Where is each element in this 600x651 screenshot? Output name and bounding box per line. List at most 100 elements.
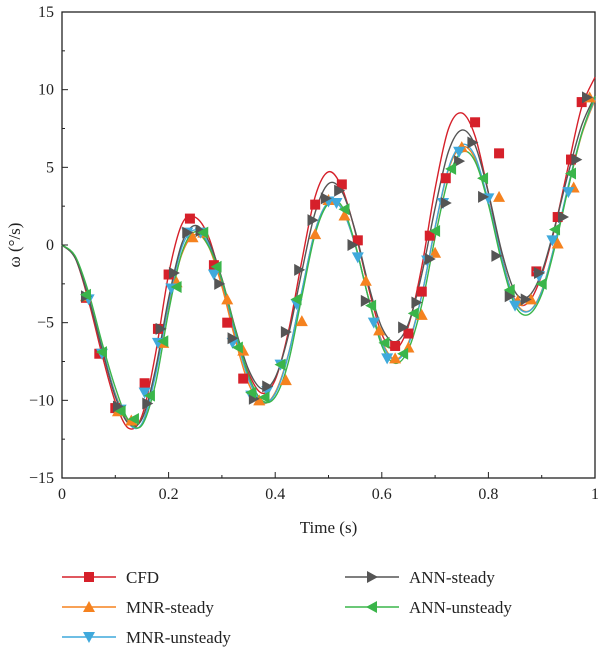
point-mnr-steady [551,237,564,249]
point-ann-unsteady [170,280,182,293]
point-mnr-steady [359,274,372,286]
point-ann-steady [398,321,410,334]
point-mnr-unsteady [207,269,220,281]
point-mnr-unsteady [562,187,575,199]
point-ann-unsteady [95,346,107,359]
series-line-cfd [61,76,596,430]
point-ann-steady [334,184,346,197]
point-cfd [494,148,505,159]
legend-label: CFD [126,568,159,587]
legend-swatch-marker [366,601,377,613]
x-tick-label: 1 [591,486,599,503]
point-ann-steady [360,294,372,307]
legend-label: MNR-steady [126,598,214,617]
point-ann-steady [582,91,594,104]
point-ann-unsteady [397,347,409,360]
point-mnr-steady [493,190,506,202]
x-tick-label: 0.4 [265,486,285,503]
point-ann-steady [534,266,546,279]
x-tick-label: 0.2 [159,486,179,503]
y-tick-label: 15 [38,4,54,21]
axes: 0 0.2 0.4 0.6 0.8 1 −15 −10 −5 0 5 10 15 Time (s) ω (°… [5,4,599,537]
point-cfd [336,179,347,190]
point-mnr-steady [295,315,308,327]
point-ann-unsteady [429,225,441,238]
legend-label: ANN-unsteady [409,598,512,617]
point-ann-steady [262,380,274,393]
x-axis-label: Time (s) [300,518,357,537]
point-ann-unsteady [535,277,547,290]
y-tick-label: −10 [29,392,54,409]
point-ann-unsteady [290,293,302,306]
point-mnr-steady [525,293,538,305]
series-lines [61,76,596,430]
y-tick-label: 10 [38,82,54,99]
point-mnr-unsteady [453,146,466,158]
point-cfd [163,269,174,280]
point-mnr-unsteady [546,235,559,247]
legend-item-mnr-steady: MNR-steady [62,598,214,617]
point-mnr-steady [373,324,386,336]
series-markers [79,91,596,426]
point-mnr-unsteady [367,317,380,329]
point-ann-unsteady [274,358,286,371]
point-cfd [390,340,401,351]
y-tick-label: −5 [37,315,54,332]
point-ann-unsteady [245,386,257,399]
legend-item-ann-steady: ANN-steady [345,568,495,587]
point-ann-steady [411,296,423,309]
legend-item-mnr-unsteady: MNR-unsteady [62,628,231,647]
point-mnr-steady [237,344,250,356]
point-ann-unsteady [157,335,169,348]
y-tick-label: 5 [46,159,54,176]
series-line-ann-steady [61,95,596,427]
point-ann-steady [307,214,319,227]
legend: CFD MNR-steady MNR-unsteady ANN-steady ANN-u… [62,568,512,647]
legend-swatch-marker [84,572,94,582]
point-cfd [416,286,427,297]
series-line-mnr-steady [61,99,596,426]
point-mnr-unsteady [330,198,343,210]
point-ann-unsteady [114,405,126,418]
point-mnr-steady [309,228,322,240]
point-ann-steady [294,263,306,276]
point-ann-steady [280,325,292,338]
point-ann-steady [520,293,532,306]
point-ann-unsteady [503,284,515,297]
point-cfd [184,213,195,224]
point-ann-unsteady [258,391,270,404]
point-ann-steady [182,226,194,239]
legend-label: MNR-unsteady [126,628,231,647]
point-ann-unsteady [231,341,243,354]
point-cfd [440,173,451,184]
point-ann-unsteady [127,412,139,425]
point-mnr-steady [338,209,351,221]
point-mnr-steady [279,374,292,386]
point-mnr-steady [253,394,266,406]
y-tick-label: −15 [29,470,54,487]
point-mnr-unsteady [138,387,151,399]
point-ann-steady [214,277,226,290]
point-ann-steady [142,397,154,410]
x-tick-label: 0 [58,486,66,503]
point-ann-steady [320,192,332,205]
x-tick-label: 0.6 [372,486,392,503]
point-ann-unsteady [477,172,489,185]
legend-item-cfd: CFD [62,568,159,587]
legend-label: ANN-steady [409,568,495,587]
y-tick-label: 0 [46,237,54,254]
point-ann-unsteady [565,167,577,180]
point-mnr-unsteady [351,252,364,264]
point-cfd [424,230,435,241]
y-axis-label: ω (°/s) [5,223,24,268]
point-ann-steady [454,155,466,168]
point-mnr-steady [429,246,442,258]
point-ann-steady [558,211,570,224]
point-ann-unsteady [338,203,350,216]
point-ann-steady [491,249,503,262]
point-ann-steady [347,239,359,251]
point-cfd [470,117,481,128]
point-ann-unsteady [210,260,222,273]
legend-item-ann-unsteady: ANN-unsteady [345,598,512,617]
